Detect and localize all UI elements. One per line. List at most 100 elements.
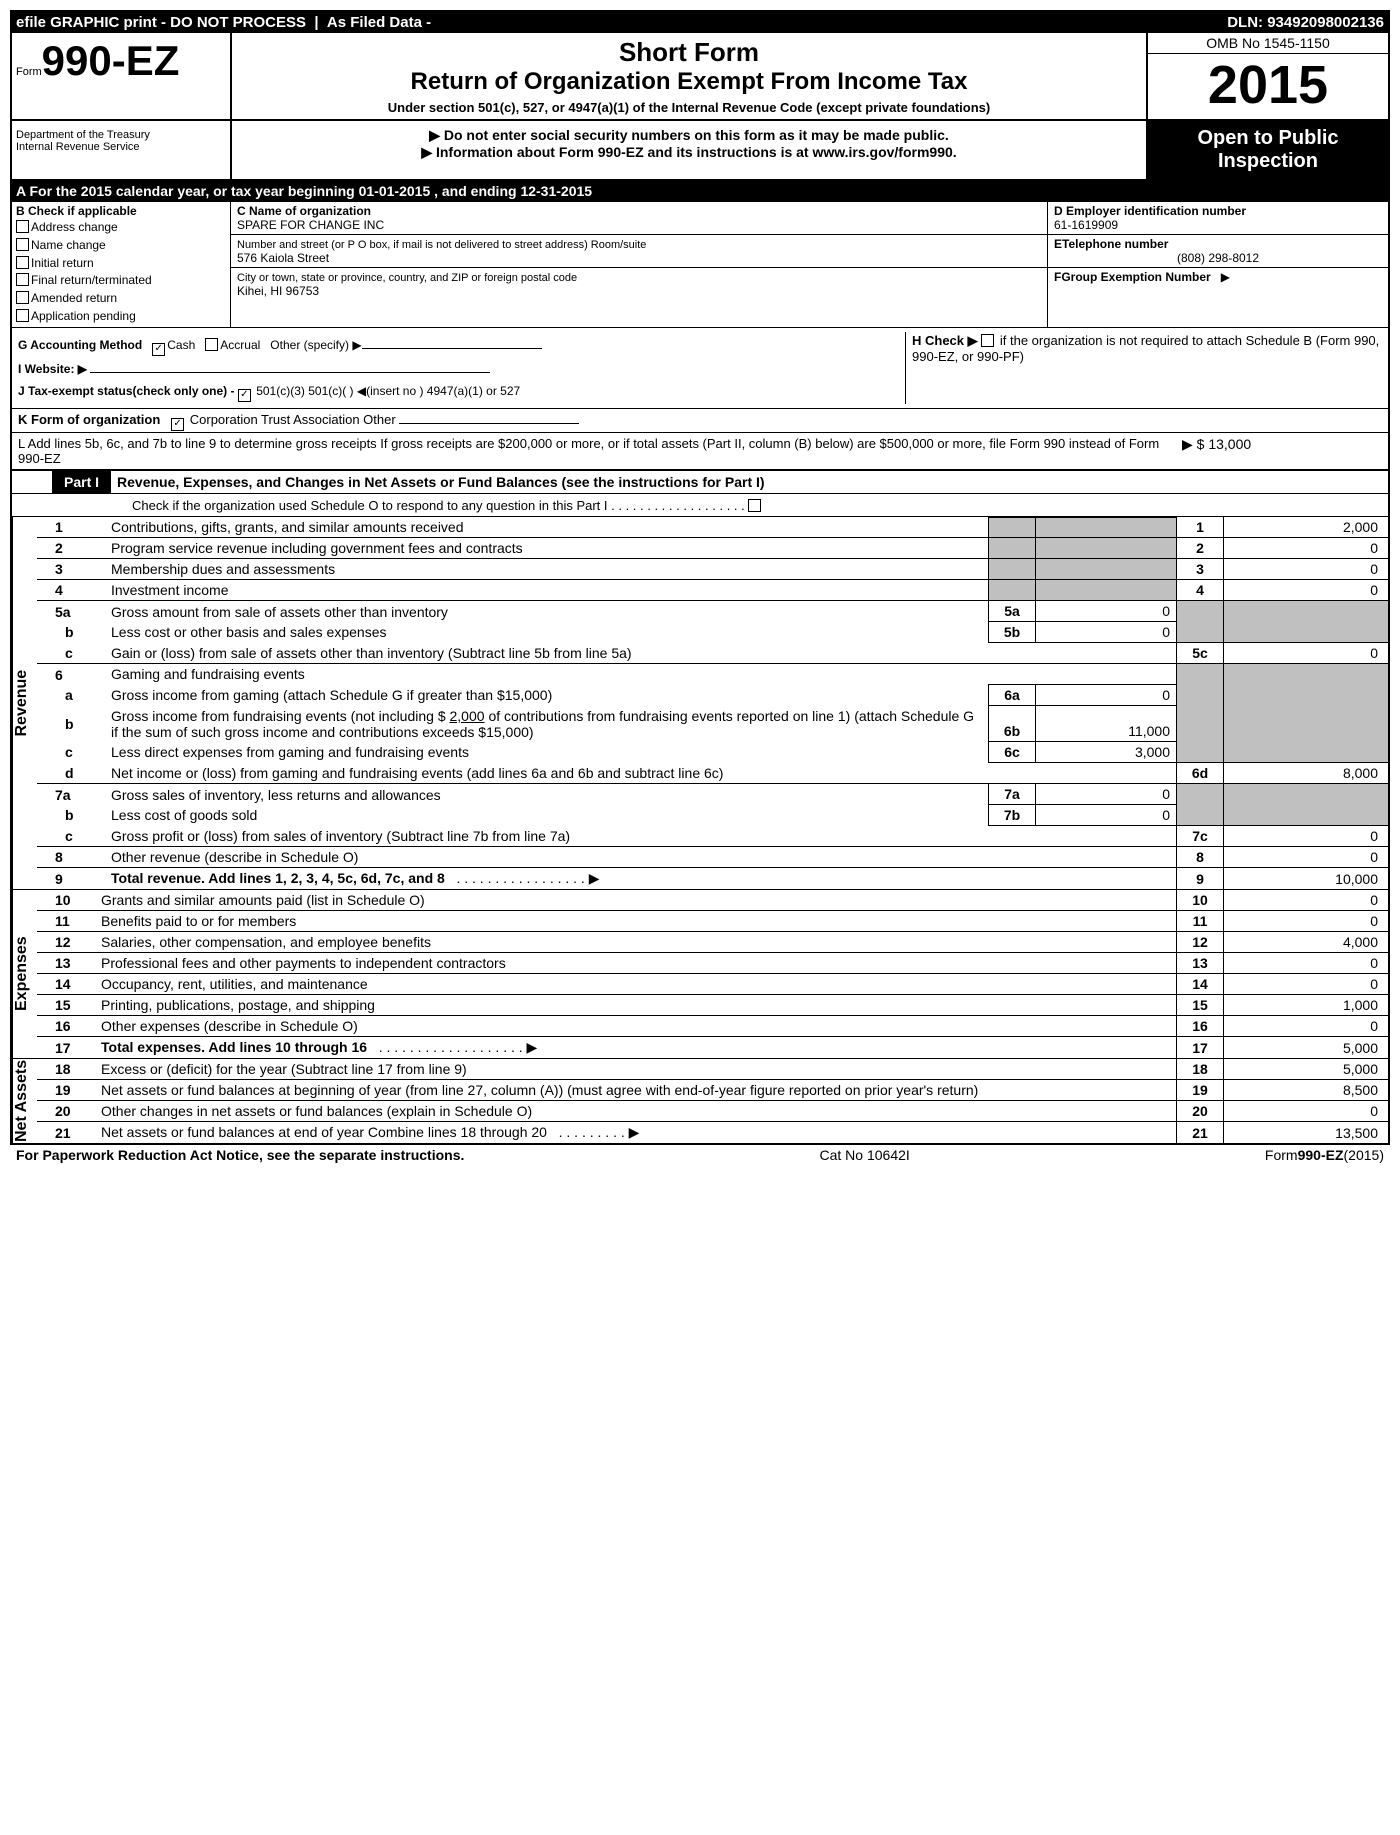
col-b: B Check if applicable Address change Nam…	[12, 202, 231, 327]
ln-4-num: 4	[37, 580, 107, 601]
ln-9-desc: Total revenue. Add lines 1, 2, 3, 4, 5c,…	[111, 870, 445, 886]
ln-11-desc: Benefits paid to or for members	[101, 913, 296, 929]
ln-19-num: 19	[37, 1080, 97, 1101]
ln-12-mn: 12	[1177, 932, 1224, 953]
expenses-table: 10Grants and similar amounts paid (list …	[37, 890, 1388, 1058]
section-b-to-f: B Check if applicable Address change Nam…	[12, 202, 1388, 328]
header-right: OMB No 1545-1150 2015	[1146, 33, 1388, 119]
f-arrow: ▶	[1221, 270, 1230, 284]
tax-year: 2015	[1148, 54, 1388, 116]
website-input[interactable]	[90, 372, 490, 373]
l-amount: ▶ $ 13,000	[1182, 436, 1382, 466]
header-row: Form990-EZ Short Form Return of Organiza…	[12, 33, 1388, 121]
ln-5c-desc: Gain or (loss) from sale of assets other…	[111, 645, 632, 661]
ln-5b-desc: Less cost or other basis and sales expen…	[111, 624, 387, 640]
ln-17-num: 17	[37, 1037, 97, 1059]
part1-check-line: Check if the organization used Schedule …	[12, 494, 1388, 517]
checkbox-address-change[interactable]	[16, 220, 29, 233]
ln-5b-sub: 5b	[989, 622, 1036, 643]
checkbox-name-change[interactable]	[16, 238, 29, 251]
checkbox-cash[interactable]: ✓	[152, 343, 165, 356]
revenue-label: Revenue	[12, 517, 37, 890]
title-short-form: Short Form	[240, 37, 1138, 68]
street-address: 576 Kaiola Street	[237, 251, 329, 265]
ln-20-num: 20	[37, 1101, 97, 1122]
expenses-label: Expenses	[12, 890, 37, 1058]
part1-header: Part I Revenue, Expenses, and Changes in…	[12, 470, 1388, 494]
ln-14-desc: Occupancy, rent, utilities, and maintena…	[101, 976, 368, 992]
ln-6d-amt: 8,000	[1224, 763, 1389, 784]
footer: For Paperwork Reduction Act Notice, see …	[10, 1145, 1390, 1165]
checkbox-corporation[interactable]: ✓	[171, 418, 184, 431]
ln-11-mn: 11	[1177, 911, 1224, 932]
ln-3-desc: Membership dues and assessments	[111, 561, 335, 577]
ln-17-mn: 17	[1177, 1037, 1224, 1059]
checkbox-initial-return[interactable]	[16, 256, 29, 269]
b-item-0: Address change	[31, 220, 118, 234]
l-label: L Add lines 5b, 6c, and 7b to line 9 to …	[18, 436, 1182, 466]
ln-5a-desc: Gross amount from sale of assets other t…	[111, 604, 448, 620]
ln-5c-num: c	[37, 643, 107, 664]
ln-6d-desc: Net income or (loss) from gaming and fun…	[111, 765, 723, 781]
ln-20-amt: 0	[1224, 1101, 1389, 1122]
omb-number: OMB No 1545-1150	[1148, 33, 1388, 54]
ln-10-num: 10	[37, 890, 97, 911]
ln-1-amt: 2,000	[1224, 517, 1389, 538]
street-label: Number and street (or P O box, if mail i…	[237, 239, 646, 251]
f-label: FGroup Exemption Number	[1054, 270, 1211, 284]
ln-11-num: 11	[37, 911, 97, 932]
ln-20-mn: 20	[1177, 1101, 1224, 1122]
ln-5c-mn: 5c	[1177, 643, 1224, 664]
ln-4-mn: 4	[1177, 580, 1224, 601]
ln-7b-sub: 7b	[989, 805, 1036, 826]
ln-6d-num: d	[37, 763, 107, 784]
part1-label: Part I	[52, 471, 111, 493]
ln-7a-sub: 7a	[989, 784, 1036, 805]
j-label: J Tax-exempt status(check only one) -	[18, 384, 235, 398]
j-opts: 501(c)(3) 501(c)( ) ◀(insert no ) 4947(a…	[256, 384, 520, 398]
checkbox-application-pending[interactable]	[16, 309, 29, 322]
k-opts: Corporation Trust Association Other	[190, 412, 396, 427]
part1-title: Revenue, Expenses, and Changes in Net As…	[111, 471, 1388, 493]
checkbox-schedule-b[interactable]	[981, 334, 994, 347]
ln-10-amt: 0	[1224, 890, 1389, 911]
ln-15-num: 15	[37, 995, 97, 1016]
ln-6b-d1v: 2,000	[450, 708, 485, 724]
checkbox-schedule-o-p1[interactable]	[748, 499, 761, 512]
net-assets-label: Net Assets	[12, 1059, 37, 1143]
ln-7c-desc: Gross profit or (loss) from sales of inv…	[111, 828, 570, 844]
ln-6a-sub: 6a	[989, 685, 1036, 706]
dept-left: Department of the Treasury Internal Reve…	[12, 121, 232, 179]
ln-14-amt: 0	[1224, 974, 1389, 995]
dept-treasury: Department of the Treasury	[16, 129, 226, 141]
section-expenses: Expenses 10Grants and similar amounts pa…	[12, 890, 1388, 1059]
topbar-left: efile GRAPHIC print - DO NOT PROCESS	[16, 14, 306, 31]
checkbox-501c3[interactable]: ✓	[238, 389, 251, 402]
ln-2-desc: Program service revenue including govern…	[111, 540, 523, 556]
ln-6a-num: a	[37, 685, 107, 706]
ln-7b-num: b	[37, 805, 107, 826]
k-other-input[interactable]	[399, 423, 579, 424]
section-net-assets: Net Assets 18Excess or (deficit) for the…	[12, 1059, 1388, 1143]
ln-11-amt: 0	[1224, 911, 1389, 932]
ln-8-num: 8	[37, 847, 107, 868]
ln-15-desc: Printing, publications, postage, and shi…	[101, 997, 375, 1013]
phone-value: (808) 298-8012	[1054, 251, 1382, 265]
checkbox-final-return[interactable]	[16, 273, 29, 286]
b-item-1: Name change	[31, 238, 106, 252]
ln-4-amt: 0	[1224, 580, 1389, 601]
city-label: City or town, state or province, country…	[237, 272, 577, 284]
header-center: Short Form Return of Organization Exempt…	[232, 33, 1146, 119]
ln-6c-samt: 3,000	[1036, 742, 1177, 763]
g-other-input[interactable]	[362, 348, 542, 349]
topbar-mid: As Filed Data -	[327, 14, 431, 31]
e-label: ETelephone number	[1054, 237, 1168, 251]
ln-13-desc: Professional fees and other payments to …	[101, 955, 506, 971]
b-label: B Check if applicable	[16, 204, 226, 218]
checkbox-accrual[interactable]	[205, 338, 218, 351]
net-assets-table: 18Excess or (deficit) for the year (Subt…	[37, 1059, 1388, 1143]
b-item-5: Application pending	[31, 309, 136, 323]
g-accounting: G Accounting Method ✓Cash Accrual Other …	[18, 332, 905, 404]
form-990ez: efile GRAPHIC print - DO NOT PROCESS | A…	[10, 10, 1390, 1145]
checkbox-amended[interactable]	[16, 291, 29, 304]
